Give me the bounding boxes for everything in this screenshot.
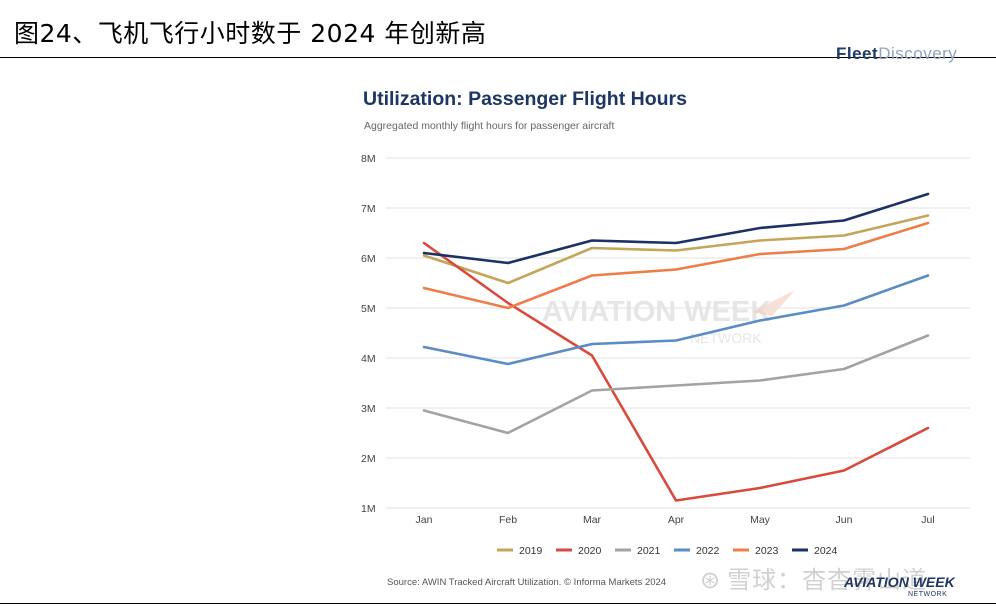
- watermark-subtext: NETWORK: [690, 330, 762, 346]
- series-line-2024: [422, 192, 930, 265]
- figure-title: 图24、飞机飞行小时数于 2024 年创新高: [14, 19, 487, 48]
- chart-subtitle: Aggregated monthly flight hours for pass…: [364, 120, 615, 132]
- legend-label-2023: 2023: [755, 545, 779, 557]
- logo-light-text: Discovery: [878, 44, 958, 63]
- y-tick-label: 4M: [361, 353, 376, 365]
- series-line-2022: [422, 274, 930, 366]
- legend-label-2022: 2022: [696, 545, 720, 557]
- x-axis: Jan Feb Mar Apr May Jun Jul: [416, 514, 935, 526]
- series-line-2021: [422, 334, 930, 435]
- y-tick-label: 6M: [361, 253, 376, 265]
- grid: [386, 157, 970, 509]
- x-tick-label: Jan: [416, 514, 433, 526]
- watermark-text: AVIATION WEEK: [542, 296, 771, 328]
- y-tick-label: 7M: [361, 203, 376, 215]
- x-tick-label: May: [750, 514, 771, 526]
- logo-bold-text: Fleet: [836, 44, 879, 63]
- x-tick-label: Jul: [921, 514, 934, 526]
- y-tick-label: 5M: [361, 303, 376, 315]
- aviation-week-watermark: AVIATION WEEK NETWORK: [542, 290, 795, 346]
- chart-title: Utilization: Passenger Flight Hours: [363, 88, 687, 110]
- legend-label-2019: 2019: [519, 545, 543, 557]
- aviation-week-network: NETWORK: [908, 591, 948, 598]
- x-tick-label: Feb: [499, 514, 517, 526]
- fleet-discovery-logo: FleetDiscovery: [836, 44, 957, 64]
- bottom-divider: [0, 603, 996, 604]
- y-axis: 1M 2M 3M 4M 5M 6M 7M 8M: [361, 153, 376, 515]
- series: [422, 192, 930, 502]
- series-line-2023: [422, 221, 930, 310]
- legend: 2019 2020 2021 2022 2023 2024: [497, 545, 838, 557]
- y-tick-label: 8M: [361, 153, 376, 165]
- watermark-swoosh-icon: [752, 290, 795, 316]
- top-divider: [0, 57, 996, 58]
- xueqiu-watermark-text: 雪球：杳杳霁山道: [727, 566, 928, 594]
- x-tick-label: Jun: [836, 514, 853, 526]
- series-line-2020: [422, 241, 930, 502]
- legend-label-2021: 2021: [637, 545, 661, 557]
- xueqiu-icon: ⊛: [700, 566, 722, 594]
- aviation-week-logo: AVIATION WEEK: [844, 574, 955, 590]
- source-note: Source: AWIN Tracked Aircraft Utilizatio…: [387, 577, 667, 588]
- legend-label-2020: 2020: [578, 545, 602, 557]
- y-tick-label: 3M: [361, 403, 376, 415]
- y-tick-label: 2M: [361, 453, 376, 465]
- xueqiu-watermark: ⊛ 雪球：杳杳霁山道: [700, 560, 927, 595]
- x-tick-label: Mar: [583, 514, 602, 526]
- y-tick-label: 1M: [361, 503, 376, 515]
- series-line-2019: [422, 214, 930, 285]
- legend-label-2024: 2024: [814, 545, 838, 557]
- x-tick-label: Apr: [668, 514, 685, 526]
